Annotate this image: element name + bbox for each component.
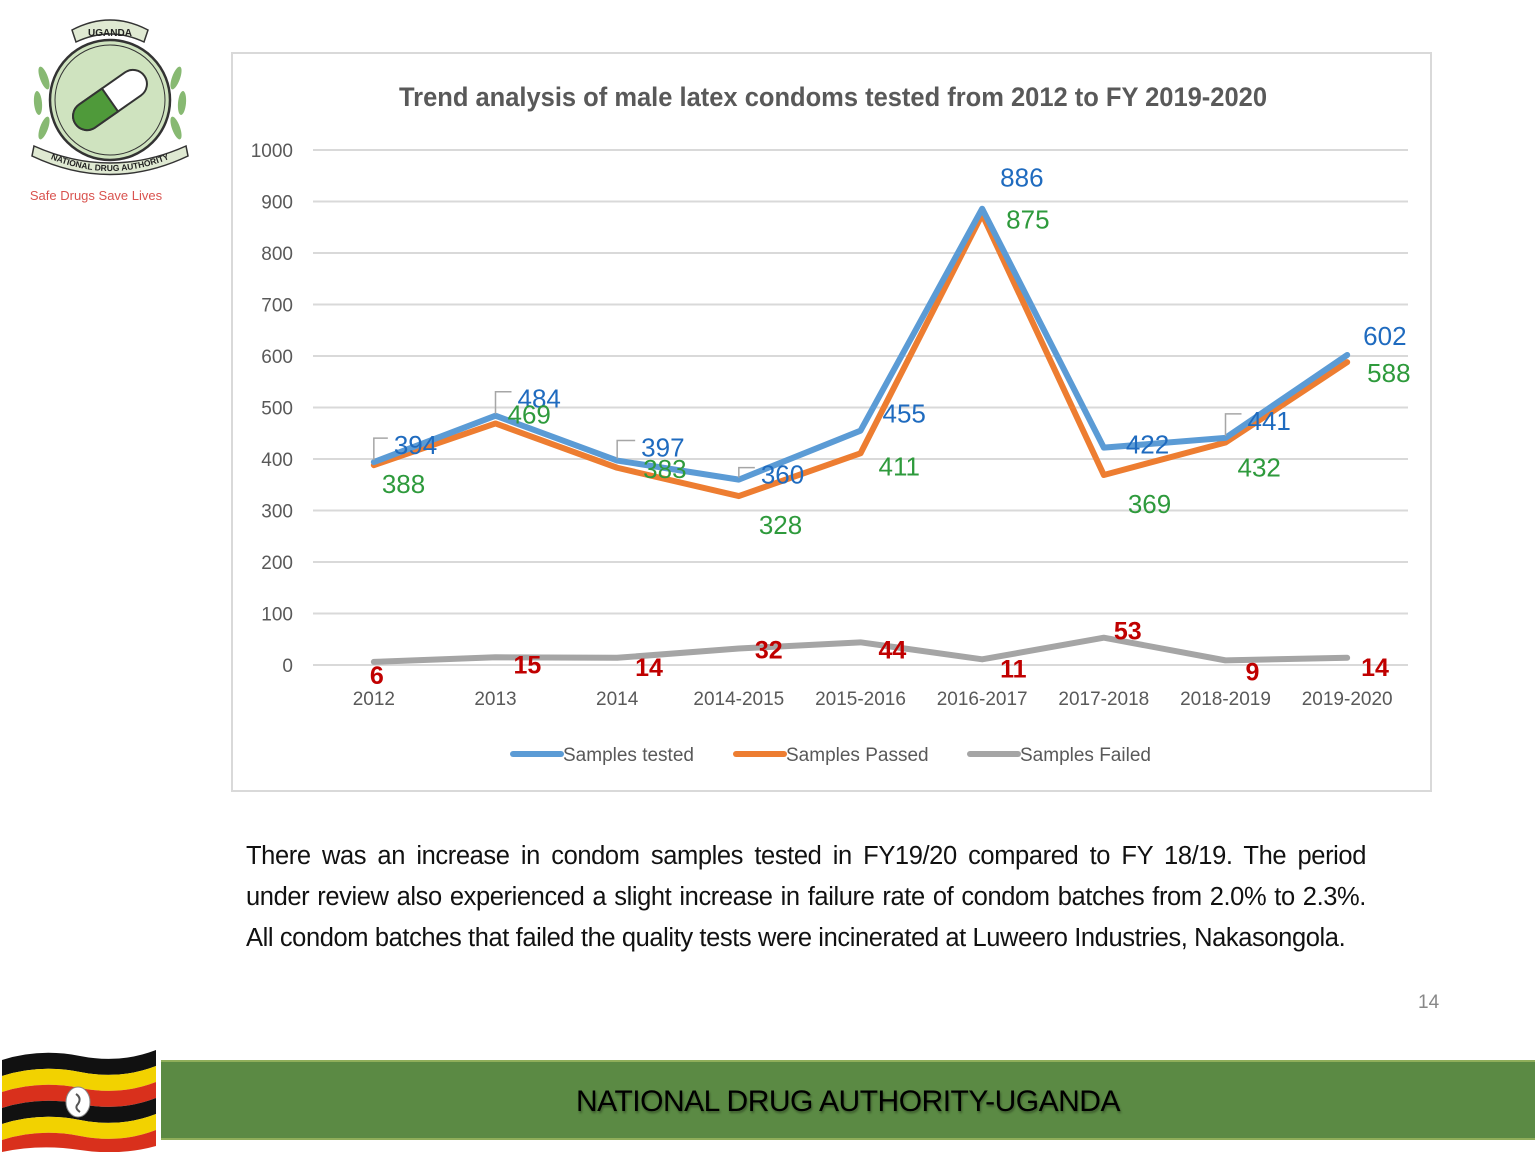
- x-tick-label: 2013: [474, 689, 516, 710]
- chart-container: Trend analysis of male latex condoms tes…: [231, 52, 1432, 792]
- leader-line: [616, 439, 636, 459]
- data-label: 44: [879, 636, 907, 664]
- legend-label: Samples Passed: [786, 745, 929, 766]
- y-tick-label: 0: [282, 656, 293, 677]
- laurel-wreath-icon: [33, 66, 187, 140]
- data-label: 432: [1238, 453, 1281, 483]
- nda-logo: UGANDA NATIONAL DRUG AUTHORITY Safe Drug…: [30, 19, 189, 203]
- footer-banner: NATIONAL DRUG AUTHORITY-UGANDA: [161, 1060, 1535, 1140]
- line-chart: Trend analysis of male latex condoms tes…: [251, 82, 1411, 766]
- data-label: 875: [1006, 204, 1049, 234]
- data-label: 9: [1246, 658, 1260, 686]
- data-label: 588: [1367, 358, 1410, 388]
- chart-title: Trend analysis of male latex condoms tes…: [399, 82, 1267, 112]
- y-tick-label: 900: [261, 193, 293, 214]
- y-tick-label: 500: [261, 399, 293, 420]
- legend-label: Samples Failed: [1020, 745, 1151, 766]
- page-number: 14: [1418, 992, 1440, 1013]
- data-label: 369: [1128, 489, 1171, 519]
- summary-text: There was an increase in condom samples …: [246, 842, 1366, 952]
- data-label: 11: [1000, 655, 1027, 683]
- data-label: 484: [518, 384, 561, 414]
- x-tick-label: 2019-2020: [1302, 689, 1393, 710]
- data-label: 397: [641, 433, 684, 463]
- capsule-icon: [72, 68, 148, 132]
- data-label: 411: [879, 451, 920, 481]
- leader-line: [494, 390, 512, 414]
- data-label: 32: [755, 637, 783, 665]
- data-label: 14: [1361, 654, 1389, 682]
- series-line-samples-passed: [370, 211, 1351, 500]
- data-label: 394: [394, 430, 437, 460]
- y-tick-label: 100: [261, 605, 293, 626]
- data-label: 455: [883, 399, 926, 429]
- x-tick-label: 2012: [353, 689, 395, 710]
- y-tick-label: 400: [261, 450, 293, 471]
- y-tick-label: 200: [261, 553, 293, 574]
- x-tick-label: 2017-2018: [1058, 689, 1149, 710]
- y-tick-label: 1000: [251, 141, 293, 162]
- uganda-flag-icon: [2, 1050, 158, 1152]
- y-tick-label: 300: [261, 502, 293, 523]
- series-line-samples-failed: [370, 634, 1351, 665]
- data-label: 6: [370, 662, 384, 690]
- x-tick-label: 2014: [596, 689, 639, 710]
- x-tick-label: 2014-2015: [693, 689, 784, 710]
- x-tick-label: 2018-2019: [1180, 689, 1271, 710]
- data-label: 388: [382, 469, 425, 499]
- footer-title: NATIONAL DRUG AUTHORITY-UGANDA: [576, 1085, 1120, 1118]
- legend-label: Samples tested: [563, 745, 694, 766]
- y-tick-label: 800: [261, 244, 293, 265]
- data-label: 441: [1248, 406, 1291, 436]
- y-tick-label: 700: [261, 296, 293, 317]
- data-label: 383: [643, 454, 686, 484]
- data-label: 14: [635, 654, 663, 682]
- y-tick-label: 600: [261, 347, 293, 368]
- data-label: 15: [514, 651, 542, 679]
- x-tick-label: 2016-2017: [937, 689, 1028, 710]
- data-label: 360: [761, 460, 804, 490]
- data-label: 886: [1000, 163, 1043, 193]
- leader-line: [738, 466, 755, 478]
- logo-banner-text: UGANDA: [88, 28, 132, 39]
- logo-tagline: Safe Drugs Save Lives: [30, 188, 163, 203]
- data-label: 328: [759, 510, 802, 540]
- leader-line: [1224, 413, 1242, 436]
- series-line-samples-tested: [370, 205, 1351, 483]
- data-label: 53: [1114, 618, 1142, 646]
- data-label: 469: [508, 399, 551, 429]
- leader-line: [373, 437, 388, 461]
- data-label: 422: [1126, 430, 1169, 460]
- data-label: 602: [1363, 321, 1406, 351]
- x-tick-label: 2015-2016: [815, 689, 906, 710]
